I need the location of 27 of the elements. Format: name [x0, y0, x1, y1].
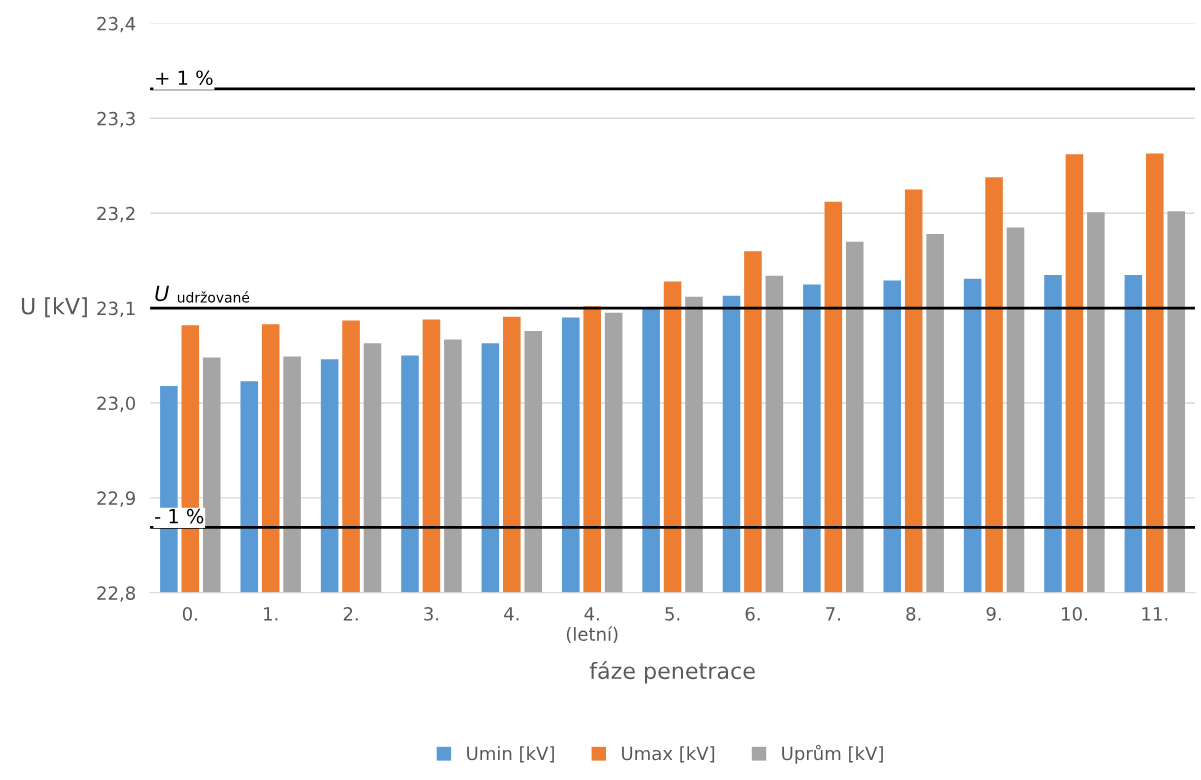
x-tick-label: 6. [745, 607, 760, 621]
x-tick-label: 1. [264, 607, 278, 621]
y-tick-label: 22,9 [97, 491, 135, 507]
x-axis-title: fáze penetrace [589, 661, 755, 684]
y-tick-label: 23,2 [97, 206, 135, 223]
y-tick-label: 23,1 [97, 301, 135, 318]
x-tick-label: 4. [504, 607, 519, 621]
y-tick-label: 23,3 [97, 111, 135, 128]
x-tick-label: 10. [1062, 607, 1087, 621]
x-tick-label: 2. [343, 607, 358, 621]
x-tick-label: 9. [986, 607, 1001, 621]
y-tick-label: 23,4 [97, 16, 136, 33]
x-tick-label: 8. [906, 607, 921, 621]
annotation: - 1 % [155, 508, 204, 524]
annotation: + 1 % [156, 70, 213, 86]
y-axis-title: U [kV] [21, 297, 87, 318]
x-tick-label: 4. (letní) [566, 607, 618, 644]
x-tick-label: 11. [1142, 607, 1168, 621]
y-tick-label: 23,0 [97, 396, 136, 412]
legend-label: Uprům [kV] [782, 744, 883, 764]
x-tick-label: 0. [182, 607, 197, 621]
legend-label: Umax [kV] [622, 746, 715, 763]
x-tick-label: 3. [424, 607, 439, 621]
legend-label: Umin [kV] [467, 746, 554, 763]
x-tick-label: 7. [826, 607, 840, 621]
y-tick-label: 22,8 [97, 586, 135, 602]
x-tick-label: 5. [665, 607, 680, 621]
